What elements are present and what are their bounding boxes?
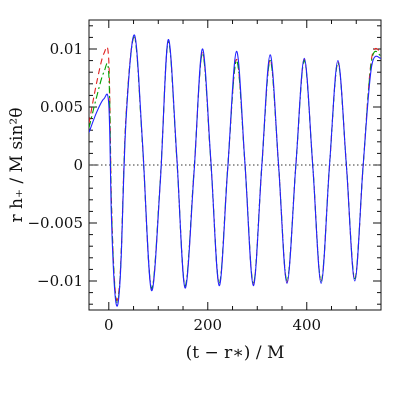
x-tick-label: 200: [193, 316, 222, 334]
y-axis-label: r h₊ / M sin²θ: [7, 108, 27, 223]
y-tick-label: 0.01: [50, 40, 83, 58]
series-line-2: [89, 36, 381, 305]
x-tick-label: 400: [292, 316, 321, 334]
axis-ticks: [89, 20, 382, 310]
tick-labels: 0 200 400 −0.01 −0.005 0 0.005 0.01: [27, 40, 321, 334]
y-tick-label: −0.005: [27, 214, 83, 232]
y-tick-label: 0.005: [40, 98, 83, 116]
x-axis-label: (t − r∗) / M: [186, 343, 285, 363]
y-tick-label: 0: [73, 156, 83, 174]
series-lines: [89, 34, 381, 307]
y-tick-label: −0.01: [37, 272, 83, 290]
x-tick-label: 0: [104, 316, 114, 334]
series-line-1: [89, 34, 381, 307]
series-line-3: [89, 35, 381, 301]
